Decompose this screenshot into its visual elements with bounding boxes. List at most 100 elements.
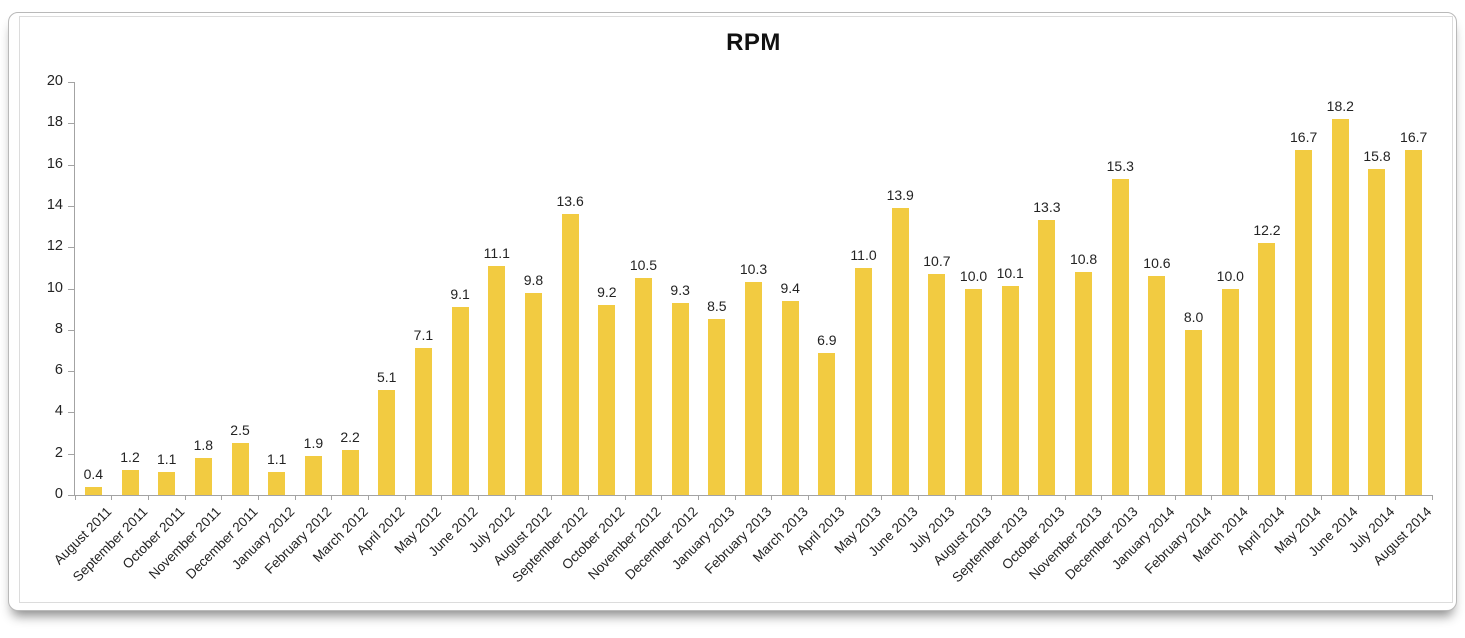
- bar-value-label: 8.5: [707, 298, 727, 315]
- bar: [268, 472, 286, 495]
- x-axis-tick: [367, 495, 369, 500]
- chart-border: [19, 16, 1453, 603]
- bar-value-label: 6.9: [817, 331, 837, 348]
- bar: [414, 348, 432, 495]
- bar: [1075, 271, 1093, 495]
- x-axis-tick: [1431, 495, 1433, 500]
- bar: [1185, 329, 1203, 495]
- bar: [855, 267, 873, 495]
- bar: [121, 470, 139, 495]
- x-axis-tick: [1284, 495, 1286, 500]
- x-axis-tick: [1174, 495, 1176, 500]
- bar: [1258, 243, 1276, 495]
- bar-value-label: 10.6: [1143, 255, 1171, 272]
- y-axis-tick: [68, 164, 74, 166]
- bar: [1221, 288, 1239, 495]
- bar: [561, 214, 579, 495]
- bar-value-label: 1.1: [156, 451, 177, 468]
- y-axis-tick: [68, 371, 74, 373]
- bar-value-label: 1.1: [266, 451, 287, 468]
- x-axis-tick: [294, 495, 296, 500]
- bar: [341, 449, 359, 495]
- x-axis-tick: [661, 495, 663, 500]
- bar-value-label: 10.7: [923, 253, 951, 270]
- bar: [928, 274, 946, 495]
- y-axis-label: 2: [54, 444, 63, 461]
- x-axis-tick: [477, 495, 479, 500]
- bar-value-label: 7.1: [413, 327, 434, 344]
- y-axis-tick: [68, 495, 74, 496]
- x-axis-tick: [221, 495, 223, 500]
- bar: [524, 292, 542, 495]
- bar-value-label: 1.9: [303, 434, 324, 451]
- y-axis-label: 14: [46, 196, 63, 213]
- bar: [378, 389, 396, 495]
- bar-value-label: 18.2: [1326, 98, 1354, 115]
- y-axis-label: 20: [46, 73, 63, 89]
- bar-value-label: 9.1: [450, 286, 470, 303]
- bar: [1368, 168, 1386, 495]
- bar: [1038, 220, 1056, 495]
- bar-value-label: 16.7: [1400, 129, 1428, 146]
- bar: [451, 307, 469, 495]
- chart-title: RPM: [726, 29, 781, 56]
- bar-value-label: 1.2: [120, 449, 140, 466]
- x-axis-tick: [257, 495, 259, 500]
- x-axis-tick: [111, 495, 113, 500]
- x-axis-tick: [1211, 495, 1213, 500]
- y-axis-tick: [68, 123, 74, 125]
- bar-value-label: 2.5: [230, 422, 250, 439]
- bar-value-label: 10.8: [1069, 250, 1098, 267]
- bar: [708, 319, 726, 495]
- x-axis-tick: [331, 495, 333, 500]
- bar: [634, 278, 652, 495]
- x-axis-tick: [954, 495, 956, 500]
- y-axis-label: 12: [46, 238, 63, 255]
- bar-value-label: 12.2: [1253, 222, 1281, 239]
- bar: [488, 265, 506, 495]
- bar: [598, 305, 616, 495]
- bar: [304, 455, 322, 495]
- bar: [1405, 150, 1423, 495]
- bar-value-label: 8.0: [1183, 308, 1204, 325]
- bar-value-label: 10.1: [996, 265, 1024, 282]
- y-axis-tick: [68, 82, 74, 83]
- y-axis-tick: [68, 247, 74, 249]
- x-axis-tick: [918, 495, 920, 500]
- bar-value-label: 15.8: [1363, 147, 1391, 164]
- bar-value-label: 2.2: [340, 428, 360, 445]
- bar-value-label: 10.0: [1216, 267, 1244, 284]
- bar: [965, 288, 983, 495]
- x-axis-line: [74, 495, 1432, 496]
- bar: [745, 282, 762, 495]
- x-axis-tick: [1248, 495, 1250, 500]
- y-axis-label: 8: [54, 320, 63, 337]
- bar: [781, 300, 799, 495]
- y-axis-tick: [68, 412, 74, 414]
- bar-value-label: 11.1: [483, 244, 510, 261]
- y-axis-label: 4: [54, 403, 63, 420]
- x-axis-tick: [844, 495, 846, 500]
- y-axis-tick: [68, 288, 74, 290]
- x-axis-tick: [771, 495, 773, 500]
- screenshot-card-frame: [8, 12, 1457, 611]
- y-axis-line: [74, 82, 75, 495]
- y-axis-tick: [68, 329, 74, 331]
- bar-value-label: 13.6: [556, 193, 584, 210]
- x-axis-tick: [1358, 495, 1360, 500]
- bar: [891, 207, 909, 495]
- x-axis-tick: [1064, 495, 1066, 500]
- x-axis-tick: [587, 495, 589, 500]
- x-axis-tick: [184, 495, 186, 500]
- bar: [1111, 179, 1129, 495]
- x-axis-tick: [1138, 495, 1140, 500]
- x-axis-tick: [734, 495, 736, 500]
- bar-value-label: 15.3: [1106, 158, 1134, 175]
- x-axis-tick: [1101, 495, 1103, 500]
- x-axis-tick: [991, 495, 993, 500]
- bar-value-label: 11.0: [850, 246, 877, 263]
- bar-value-label: 13.9: [886, 186, 914, 203]
- y-axis-label: 18: [46, 114, 63, 131]
- bar: [1148, 276, 1166, 495]
